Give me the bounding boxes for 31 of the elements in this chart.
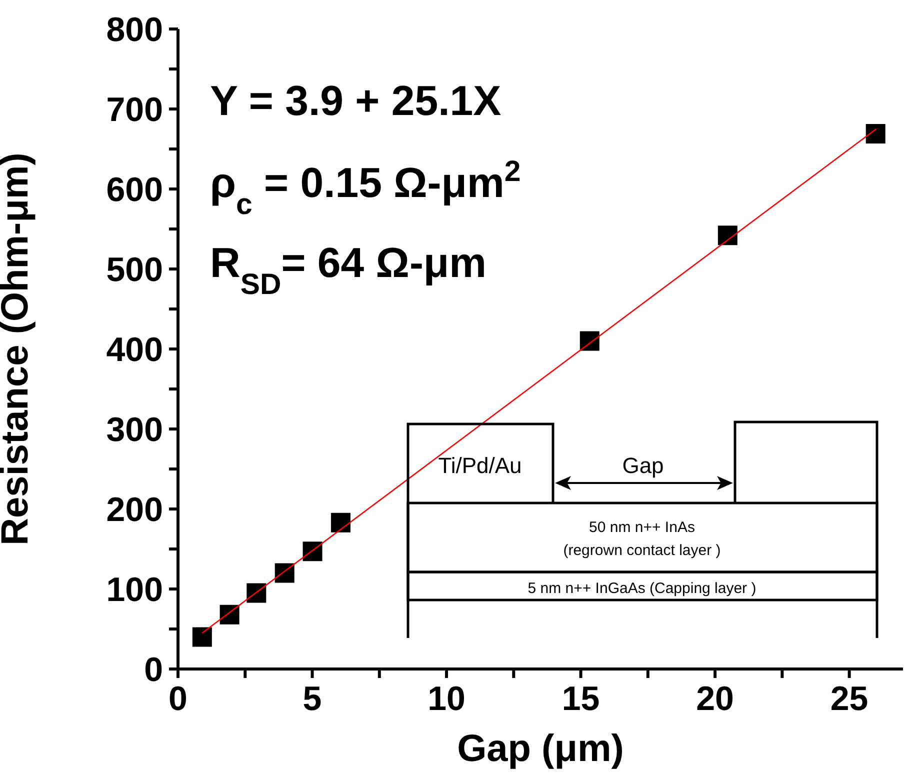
y-tick-label: 500 <box>106 251 163 289</box>
y-tick-label: 400 <box>106 331 163 369</box>
x-tick-label: 0 <box>168 680 188 718</box>
x-tick-label: 20 <box>696 680 734 718</box>
annotation: 5 nm n++ InGaAs (Capping layer ) <box>528 580 756 597</box>
annotation: Ti/Pd/Au <box>438 453 522 478</box>
annotation: (regrown contact layer ) <box>563 542 721 559</box>
x-tick-label: 25 <box>830 680 868 718</box>
annotation: Y = 3.9 + 25.1X <box>210 77 502 124</box>
y-tick-label: 300 <box>106 411 163 449</box>
x-tick-label: 10 <box>428 680 466 718</box>
annotation: Gap <box>622 453 664 478</box>
y-axis-title: Resistance (Ohm-μm) <box>0 152 36 546</box>
y-tick-label: 200 <box>106 491 163 529</box>
y-tick-label: 100 <box>106 571 163 609</box>
point <box>866 124 886 144</box>
annotation: ρ$_{c}$ = 0.15 Ω-μm$^{2}$ <box>210 154 521 220</box>
y-tick-label: 800 <box>106 11 163 49</box>
point <box>192 627 212 647</box>
point <box>220 604 240 624</box>
point <box>718 226 738 246</box>
annotation: R$_{SD}$= 64 Ω-μm <box>210 239 486 300</box>
y-tick-label: 600 <box>106 171 163 209</box>
point <box>302 542 322 562</box>
annotation: 50 nm n++ InAs <box>589 519 695 536</box>
x-tick-label: 15 <box>562 680 600 718</box>
y-tick-label: 0 <box>144 651 163 689</box>
x-axis-title: Gap (μm) <box>457 728 624 770</box>
point <box>330 512 350 532</box>
x-tick-label: 5 <box>302 680 322 718</box>
y-tick-label: 700 <box>106 91 163 129</box>
